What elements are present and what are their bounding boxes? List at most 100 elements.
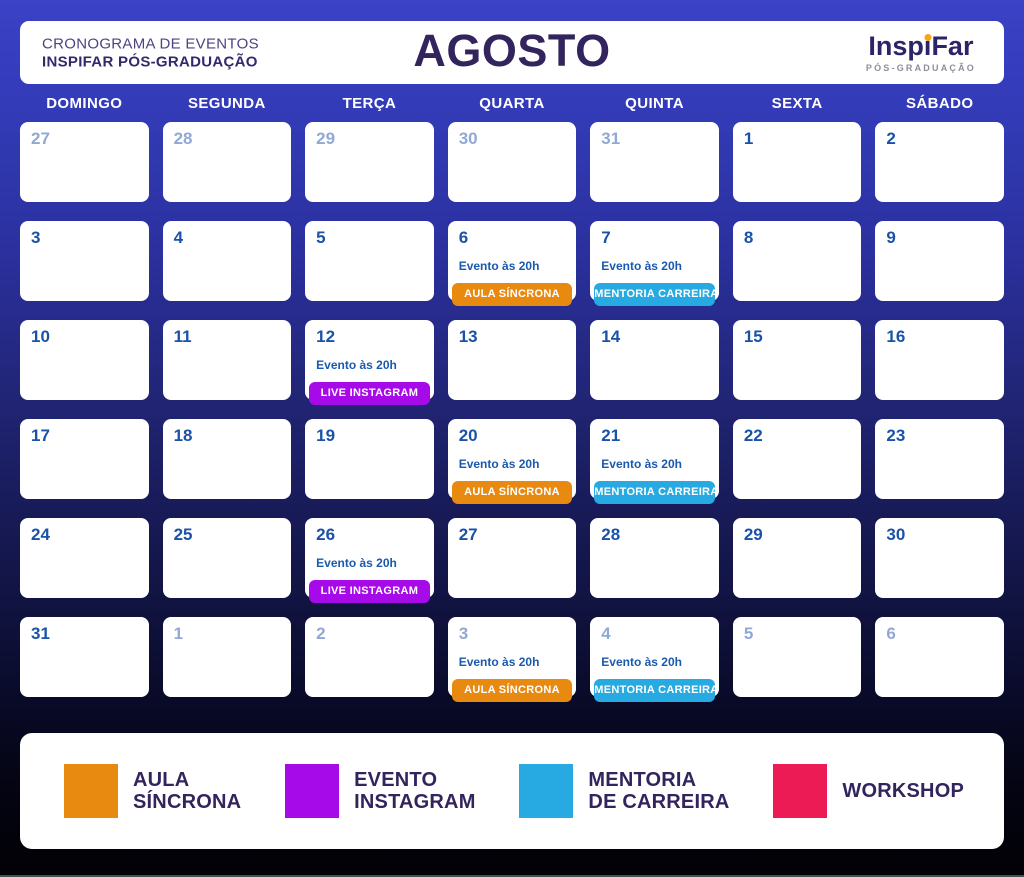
day-number: 19 bbox=[316, 426, 336, 445]
day-cell: 31 bbox=[590, 122, 719, 202]
day-cell: 18 bbox=[162, 419, 292, 499]
day-number: 17 bbox=[31, 426, 50, 445]
day-number: 30 bbox=[886, 525, 906, 544]
event-time: Evento às 20h bbox=[458, 259, 540, 273]
day-cell: 17 bbox=[20, 419, 149, 499]
day-cell: 1 bbox=[162, 617, 292, 697]
day-number: 6 bbox=[886, 624, 896, 643]
event-tag: LIVE INSTAGRAM bbox=[309, 580, 430, 603]
day-cell: 30 bbox=[447, 122, 577, 202]
day-cell: 23 bbox=[875, 419, 1004, 499]
day-cell: 11 bbox=[162, 320, 292, 400]
day-number: 29 bbox=[316, 129, 336, 148]
day-number: 2 bbox=[316, 624, 326, 643]
day-cell: 30 bbox=[875, 518, 1004, 598]
day-number: 4 bbox=[173, 228, 184, 247]
day-cell: 2 bbox=[305, 617, 434, 697]
day-cell: 6 Evento às 20h AULA SÍNCRONA bbox=[447, 221, 577, 306]
day-number: 8 bbox=[743, 228, 754, 247]
day-number: 9 bbox=[886, 228, 896, 247]
day-number: 26 bbox=[316, 525, 336, 544]
legend-label: WORKSHOP bbox=[842, 779, 964, 802]
legend-bar: AULA SÍNCRONA EVENTO INSTAGRAM MENTORIA DE … bbox=[20, 733, 1004, 849]
event-tag: AULA SÍNCRONA bbox=[451, 283, 573, 306]
day-number: 22 bbox=[743, 426, 763, 445]
day-number: 31 bbox=[601, 129, 621, 148]
day-number: 12 bbox=[316, 327, 336, 346]
day-number: 28 bbox=[601, 525, 621, 544]
day-cell: 6 bbox=[875, 617, 1004, 697]
day-number: 14 bbox=[601, 327, 621, 346]
weekday-label: DOMINGO bbox=[46, 95, 123, 112]
day-number: 11 bbox=[173, 327, 192, 346]
day-number: 28 bbox=[173, 129, 193, 148]
day-cell: 29 bbox=[732, 518, 862, 598]
legend-swatch-icon bbox=[64, 764, 118, 818]
day-number: 7 bbox=[601, 228, 611, 247]
day-cell: 5 bbox=[732, 617, 862, 697]
weekday-label: SEXTA bbox=[771, 95, 823, 112]
month-title: AGOSTO bbox=[413, 24, 611, 76]
day-cell: 5 bbox=[305, 221, 434, 301]
event-tag: LIVE INSTAGRAM bbox=[309, 382, 430, 405]
legend-label: MENTORIA DE CARREIRA bbox=[588, 768, 730, 813]
day-cell: 22 bbox=[732, 419, 862, 499]
day-number: 2 bbox=[886, 129, 896, 148]
day-cell: 4 bbox=[162, 221, 292, 301]
day-cell: 10 bbox=[20, 320, 149, 400]
weekday-row: DOMINGO SEGUNDA TERÇA QUARTA QUINTA SEXTA SÁBA… bbox=[20, 95, 1004, 112]
day-number: 16 bbox=[886, 327, 906, 346]
legend-label: EVENTO INSTAGRAM bbox=[354, 768, 476, 813]
day-number: 3 bbox=[31, 228, 41, 247]
day-number: 31 bbox=[31, 624, 50, 643]
day-number: 1 bbox=[743, 129, 754, 148]
legend-swatch-icon bbox=[285, 764, 340, 818]
event-time: Evento às 20h bbox=[601, 457, 682, 471]
logo-orange-dot-icon bbox=[924, 34, 932, 41]
day-number: 13 bbox=[458, 327, 478, 346]
event-time: Evento às 20h bbox=[458, 457, 540, 471]
day-cell: 14 bbox=[590, 320, 719, 400]
logo-part1: Insp bbox=[868, 30, 924, 61]
day-cell: 20 Evento às 20h AULA SÍNCRONA bbox=[447, 419, 577, 504]
logo-tagline: PÓS-GRADUAÇÃO bbox=[865, 62, 976, 73]
header-subtitle-line1: CRONOGRAMA DE EVENTOS bbox=[42, 35, 259, 52]
event-tag: AULA SÍNCRONA bbox=[451, 481, 573, 504]
header-bar: CRONOGRAMA DE EVENTOS INSPIFAR PÓS-GRADU… bbox=[20, 21, 1004, 84]
logo-part2: Far bbox=[931, 30, 974, 61]
bottom-edge-line bbox=[0, 875, 1024, 877]
event-tag: MENTORIA CARREIRA bbox=[594, 679, 715, 702]
day-cell: 25 bbox=[162, 518, 292, 598]
logo-wordmark: Inspi Far bbox=[866, 30, 976, 61]
day-number: 20 bbox=[458, 426, 478, 445]
day-cell: 26 Evento às 20h LIVE INSTAGRAM bbox=[305, 518, 434, 603]
event-tag: MENTORIA CARREIRA bbox=[594, 481, 715, 504]
day-cell: 21 Evento às 20h MENTORIA CARREIRA bbox=[590, 419, 719, 504]
day-cell: 19 bbox=[305, 419, 434, 499]
event-time: Evento às 20h bbox=[458, 655, 540, 669]
legend-item: MENTORIA DE CARREIRA bbox=[519, 764, 729, 818]
day-cell: 4 Evento às 20h MENTORIA CARREIRA bbox=[590, 617, 719, 702]
legend-label: AULA SÍNCRONA bbox=[133, 768, 242, 813]
day-number: 4 bbox=[601, 624, 611, 643]
day-cell: 28 bbox=[162, 122, 292, 202]
legend-item: AULA SÍNCRONA bbox=[64, 764, 241, 818]
weekday-label: SEGUNDA bbox=[187, 95, 266, 112]
day-cell: 3 bbox=[20, 221, 149, 301]
calendar-grid: 27 28 29 30 31 1 2 3 4 5 6 Evento às 20h… bbox=[20, 122, 1004, 702]
day-cell: 13 bbox=[447, 320, 577, 400]
day-number: 10 bbox=[31, 327, 50, 346]
event-time: Evento às 20h bbox=[601, 259, 682, 273]
event-time: Evento às 20h bbox=[601, 655, 682, 669]
day-number: 27 bbox=[458, 525, 478, 544]
day-number: 25 bbox=[173, 525, 193, 544]
day-cell: 2 bbox=[875, 122, 1004, 202]
legend-swatch-icon bbox=[519, 764, 574, 818]
day-cell: 28 bbox=[590, 518, 719, 598]
day-cell: 1 bbox=[732, 122, 862, 202]
legend-swatch-icon bbox=[773, 764, 828, 818]
event-time: Evento às 20h bbox=[316, 358, 397, 372]
day-cell: 15 bbox=[732, 320, 862, 400]
day-number: 21 bbox=[601, 426, 621, 445]
event-time: Evento às 20h bbox=[316, 556, 397, 570]
